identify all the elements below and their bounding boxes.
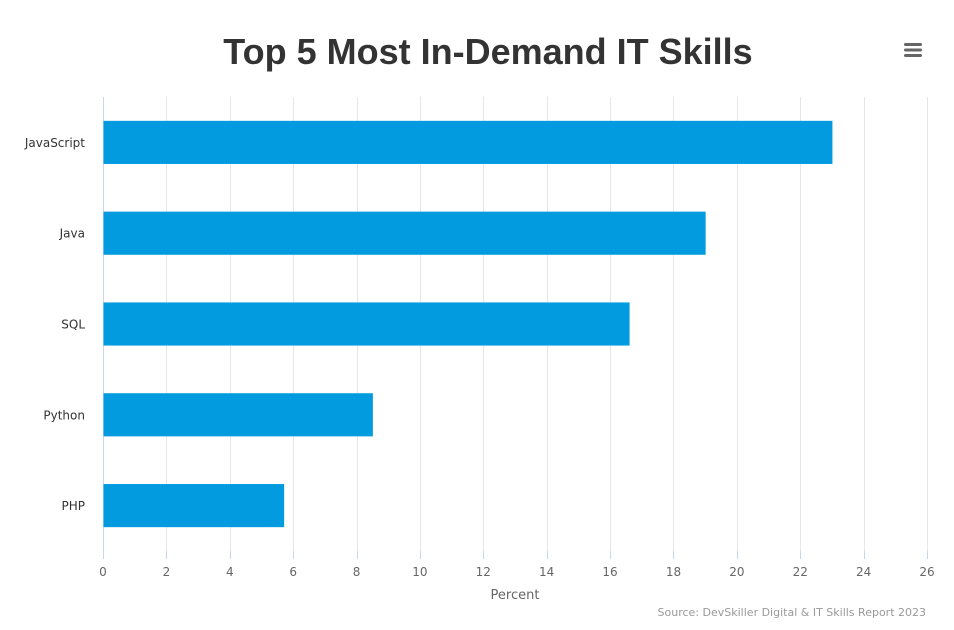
x-tick-label: 6 <box>289 565 297 579</box>
x-tick-label: 16 <box>602 565 617 579</box>
x-tick-label: 2 <box>163 565 171 579</box>
x-tick-label: 26 <box>919 565 934 579</box>
bar-javascript <box>103 120 833 164</box>
x-tick-label: 8 <box>353 565 361 579</box>
hamburger-menu-icon <box>904 43 922 57</box>
category-label: JavaScript <box>24 136 85 150</box>
bar-php <box>103 484 285 528</box>
x-tick-label: 4 <box>226 565 234 579</box>
x-tick-label: 20 <box>729 565 744 579</box>
bar-sql <box>103 302 630 346</box>
bar-java <box>103 211 706 255</box>
x-tick-label: 10 <box>412 565 427 579</box>
category-label: SQL <box>61 318 85 332</box>
x-tick-label: 12 <box>476 565 491 579</box>
bar-python <box>103 393 373 437</box>
x-axis-title: Percent <box>491 588 540 603</box>
x-tick-label: 14 <box>539 565 554 579</box>
x-tick-label: 0 <box>99 565 107 579</box>
category-label: PHP <box>62 499 86 513</box>
category-label: Python <box>43 408 85 422</box>
chart-menu-button[interactable] <box>898 36 928 64</box>
chart-title: Top 5 Most In-Demand IT Skills <box>223 31 753 72</box>
category-label: Java <box>59 227 85 241</box>
x-tick-label: 18 <box>666 565 681 579</box>
x-tick-label: 22 <box>793 565 808 579</box>
x-tick-label: 24 <box>856 565 871 579</box>
source-credit[interactable]: Source: DevSkiller Digital & IT Skills R… <box>657 606 926 619</box>
